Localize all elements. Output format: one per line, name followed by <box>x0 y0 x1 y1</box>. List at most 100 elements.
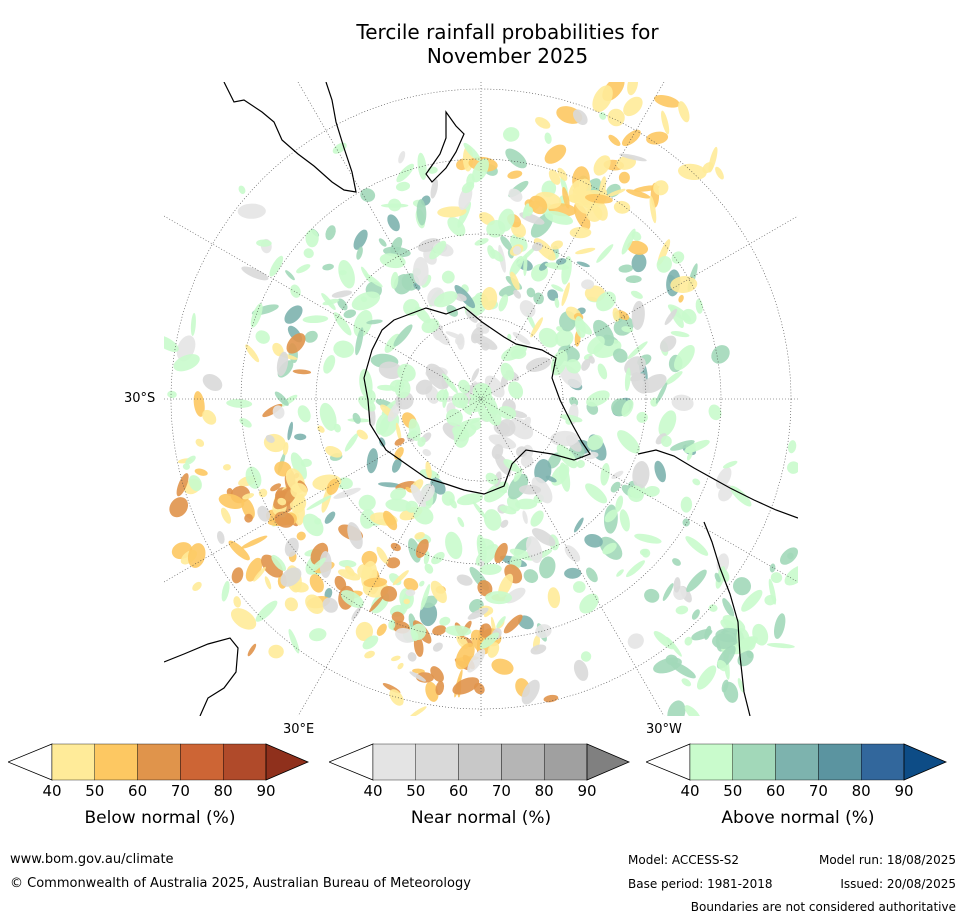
probability-patch <box>551 284 564 292</box>
probability-patch <box>353 309 373 338</box>
probability-patch <box>290 284 301 298</box>
probability-patch <box>526 536 543 564</box>
probability-patch <box>649 195 657 224</box>
probability-patch <box>302 513 324 537</box>
probability-patch <box>509 548 536 561</box>
probability-patch <box>515 498 538 510</box>
colorbar-segment <box>137 743 181 781</box>
probability-patch <box>366 319 383 325</box>
probability-patch <box>593 319 615 347</box>
africa-coast <box>164 637 239 716</box>
probability-patch <box>547 289 559 301</box>
probability-patch <box>274 511 295 528</box>
probability-patch <box>245 344 260 363</box>
probability-patch <box>769 563 776 573</box>
probability-patch <box>231 567 244 584</box>
probability-patch <box>472 382 492 400</box>
probability-patch <box>454 293 467 302</box>
probability-patch <box>741 589 763 612</box>
probability-patch <box>458 400 472 415</box>
probability-patch <box>621 129 641 147</box>
probability-patch <box>471 368 480 382</box>
probability-patch <box>256 239 272 247</box>
probability-patch <box>544 132 552 144</box>
probability-patch <box>560 414 583 423</box>
probability-patch <box>442 373 458 394</box>
probability-patch <box>366 448 378 474</box>
probability-patch <box>429 240 447 260</box>
probability-patch <box>364 273 383 288</box>
probability-patch <box>627 341 648 360</box>
probability-patch <box>343 309 357 319</box>
probability-patch <box>494 453 512 476</box>
probability-patch <box>561 282 570 307</box>
colorbar-segment <box>543 743 588 781</box>
colorbar-tick-label: 60 <box>449 782 469 800</box>
probability-patch <box>380 585 398 602</box>
colorbar-tick-label: 60 <box>766 782 786 800</box>
colorbar-segment <box>180 743 224 781</box>
probability-patch <box>585 567 598 583</box>
probability-patch <box>202 373 223 392</box>
probability-patch <box>395 627 416 643</box>
probability-patch <box>681 678 692 687</box>
probability-patch <box>472 501 487 520</box>
probability-patch <box>470 419 482 431</box>
probability-patch <box>715 467 732 489</box>
probability-patch <box>405 500 419 513</box>
probability-patch <box>494 542 508 563</box>
probability-patch <box>347 522 363 550</box>
probability-patch <box>587 336 605 355</box>
colorbar-tick-label: 70 <box>170 782 190 800</box>
probability-patch <box>660 435 672 447</box>
probability-patch <box>653 94 680 108</box>
probability-patch <box>557 167 568 181</box>
colorbar-segment <box>372 743 416 781</box>
colorbar-right-arrow <box>903 743 948 781</box>
colorbar-below-label: Below normal (%) <box>84 808 236 828</box>
probability-patch <box>403 577 419 591</box>
probability-patch <box>665 654 678 666</box>
probability-patch <box>684 439 710 454</box>
probability-patch <box>378 238 387 247</box>
probability-patch <box>682 518 690 527</box>
probability-patch <box>457 201 472 228</box>
probability-patch <box>607 108 625 127</box>
colorbar-right-arrow <box>586 743 631 781</box>
probability-patch <box>363 577 388 588</box>
colorbar-segment <box>458 743 502 781</box>
probability-patch <box>333 423 341 433</box>
probability-patch <box>498 419 516 437</box>
probability-patch <box>389 689 404 706</box>
probability-patch <box>491 658 514 675</box>
footer-copyright: © Commonwealth of Australia 2025, Austra… <box>10 876 471 891</box>
probability-patch <box>550 240 563 250</box>
probability-patch <box>574 316 586 338</box>
probability-patch <box>164 335 179 352</box>
probability-patch <box>360 188 376 202</box>
probability-patch <box>500 362 515 381</box>
probability-patch <box>587 434 604 451</box>
colorbar-segment <box>860 743 905 781</box>
probability-patch <box>439 616 451 626</box>
probability-patch <box>395 422 402 442</box>
probability-patch <box>334 575 347 591</box>
probability-patch <box>774 613 786 639</box>
probability-patch <box>352 412 361 424</box>
probability-patch <box>641 548 651 558</box>
probability-patch <box>658 410 677 437</box>
probability-patch <box>766 643 795 649</box>
colorbar-above <box>646 743 948 781</box>
probability-patch <box>556 326 563 332</box>
probability-patch <box>417 152 427 180</box>
probability-patch <box>634 533 662 544</box>
footer-website: www.bom.gov.au/climate <box>10 852 174 867</box>
probability-patch <box>512 332 531 345</box>
probability-patch <box>455 335 464 346</box>
probability-patch <box>187 543 206 568</box>
probability-patch <box>309 574 324 593</box>
probability-patch <box>351 606 361 621</box>
probability-patch <box>287 421 294 441</box>
footer-base-period: Base period: 1981-2018 <box>628 877 773 891</box>
probability-patch <box>441 270 455 284</box>
